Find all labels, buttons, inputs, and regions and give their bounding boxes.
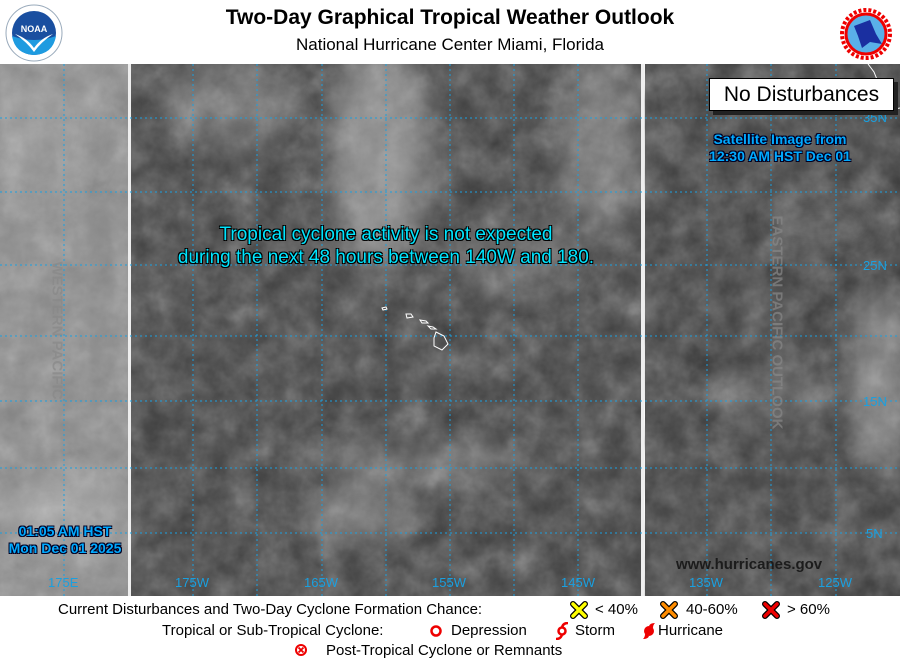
outlook-line2: during the next 48 hours between 140W an… [177, 247, 595, 268]
page-title: Two-Day Graphical Tropical Weather Outlo… [225, 6, 675, 29]
status-box: No Disturbances [709, 78, 894, 111]
storm-symbol-icon [555, 622, 569, 640]
satellite-line2: 12:30 AM HST Dec 01 [709, 148, 851, 164]
satellite-image [0, 64, 900, 596]
page-subtitle: National Hurricane Center Miami, Florida [295, 35, 604, 54]
lon-label-155w: 155W [432, 575, 466, 590]
hurricane-symbol-icon [643, 623, 655, 639]
lon-label-145w: 145W [561, 575, 595, 590]
nws-logo [837, 5, 895, 63]
depression-circle-icon [430, 625, 442, 637]
issued-time: 01:05 AM HST Mon Dec 01 2025 [0, 523, 130, 557]
post-tropical-label: Post-Tropical Cyclone or Remnants [326, 642, 563, 659]
formation-legend-label: Current Disturbances and Two-Day Cyclone… [58, 601, 483, 618]
high-chance-x-icon [762, 601, 780, 619]
issued-time-line: 01:05 AM HST [18, 523, 112, 539]
noaa-logo: NOAA [5, 4, 63, 62]
storm-label: Storm [575, 622, 616, 639]
satellite-time: Satellite Image from 12:30 AM HST Dec 01 [660, 131, 900, 165]
mid-chance-label: 40-60% [686, 601, 738, 618]
high-chance-label: > 60% [787, 601, 830, 618]
depression-label: Depression [451, 622, 527, 639]
low-chance-label: < 40% [595, 601, 638, 618]
hurricane-label: Hurricane [658, 622, 724, 639]
lon-label-175e: 175E [48, 575, 79, 590]
eastern-pacific-label: EASTERN PACIFIC OUTLOOK [768, 215, 786, 430]
outlook-line1: Tropical cyclone activity is not expecte… [219, 224, 553, 245]
satellite-line1: Satellite Image from [713, 131, 847, 147]
svg-text:NOAA: NOAA [21, 24, 48, 34]
issued-date-line: Mon Dec 01 2025 [8, 540, 122, 556]
lat-label-15n: 15N [863, 394, 887, 409]
lat-label-35n: 35N [863, 110, 887, 125]
cyclone-legend-label: Tropical or Sub-Tropical Cyclone: [162, 622, 384, 639]
lat-lon-grid [0, 64, 900, 596]
western-pacific-label: WESTERN PACIFIC [48, 261, 66, 400]
lon-label-165w: 165W [304, 575, 338, 590]
outlook-text: Tropical cyclone activity is not expecte… [130, 223, 642, 269]
lon-label-125w: 125W [818, 575, 852, 590]
mid-chance-x-icon [660, 601, 678, 619]
header: NOAA Two-Day Graphical Tropical Weather … [0, 0, 900, 64]
lon-label-175w: 175W [175, 575, 209, 590]
lat-label-5n: 5N [866, 526, 883, 541]
post-tropical-icon [295, 644, 307, 656]
lon-label-135w: 135W [689, 575, 723, 590]
lat-label-25n: 25N [863, 258, 887, 273]
website-watermark: www.hurricanes.gov [676, 556, 823, 573]
low-chance-x-icon [570, 601, 588, 619]
satellite-map: 175E 175W 165W 155W 145W 135W 125W 35N 2… [0, 64, 900, 596]
